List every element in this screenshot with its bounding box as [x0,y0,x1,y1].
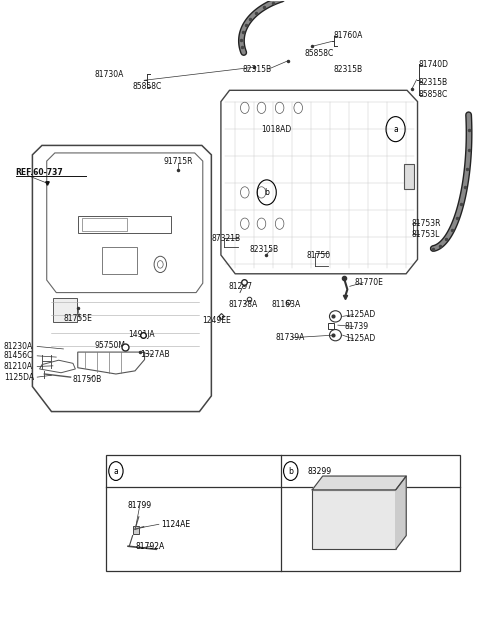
Text: 81210A: 81210A [4,362,33,371]
Text: 83299: 83299 [307,467,332,476]
Polygon shape [312,476,406,490]
Text: 81456C: 81456C [4,352,33,360]
Bar [53,298,77,322]
Text: 87321B: 87321B [211,233,240,243]
Text: 82315B: 82315B [419,77,448,87]
Bar [107,455,459,571]
Text: 81740D: 81740D [419,60,449,69]
Text: 81739A: 81739A [276,333,305,342]
Text: 1124AE: 1124AE [161,520,191,529]
Text: 81750B: 81750B [72,375,101,384]
Text: b: b [264,188,269,197]
Circle shape [294,102,302,113]
Text: 82315B: 82315B [250,245,279,254]
Text: a: a [393,125,398,133]
Polygon shape [396,476,406,549]
Text: 81739: 81739 [345,322,369,331]
Text: REF.60-737: REF.60-737 [16,169,63,177]
Circle shape [240,187,249,198]
Text: 81738A: 81738A [228,300,257,309]
Circle shape [257,102,266,113]
Bar [132,526,139,533]
Text: 81750: 81750 [307,250,331,260]
Text: 91715R: 91715R [164,157,193,165]
Text: 81755E: 81755E [63,314,92,323]
Text: a: a [114,467,118,476]
Circle shape [257,187,266,198]
Text: 1491JA: 1491JA [128,330,155,339]
Text: 81770E: 81770E [355,278,384,287]
Text: 81230A: 81230A [4,342,33,351]
Text: 81799: 81799 [128,501,152,510]
Text: 1125AD: 1125AD [345,310,375,319]
Text: 85858C: 85858C [304,50,334,58]
Bar [312,490,396,549]
Text: 1249EE: 1249EE [202,316,230,325]
Bar [404,164,414,189]
Text: 1125AD: 1125AD [345,335,375,343]
Text: 81163A: 81163A [271,300,300,309]
Bar [78,216,171,233]
Bar [82,218,127,231]
Circle shape [276,218,284,230]
Text: 82315B: 82315B [333,65,362,74]
Text: 81730A: 81730A [95,70,124,79]
Circle shape [276,102,284,113]
Text: 1327AB: 1327AB [140,350,169,359]
Text: 81760A: 81760A [333,31,362,40]
Circle shape [240,218,249,230]
Text: 85858C: 85858C [419,90,448,99]
Text: 82315B: 82315B [242,65,272,74]
Circle shape [257,218,266,230]
Text: 81792A: 81792A [135,542,164,551]
Text: 95750M: 95750M [95,341,125,350]
Text: 1018AD: 1018AD [262,125,292,133]
Text: 1125DA: 1125DA [4,372,34,382]
Text: 81753L: 81753L [412,230,440,239]
Text: b: b [288,467,293,476]
Bar [102,247,137,274]
Text: 81297: 81297 [228,282,252,291]
Text: 81753R: 81753R [412,218,441,228]
Text: 85858C: 85858C [132,82,162,91]
Circle shape [240,102,249,113]
